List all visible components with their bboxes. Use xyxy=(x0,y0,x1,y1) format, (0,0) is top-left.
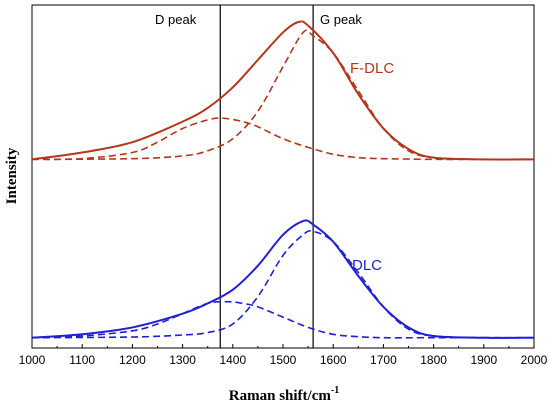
x-axis-title: Raman shift/cm-1 xyxy=(229,385,339,404)
x-tick-label: 1000 xyxy=(19,353,46,367)
g-peak-label: G peak xyxy=(320,12,362,27)
plot-frame xyxy=(31,4,535,349)
x-tick-label: 1600 xyxy=(320,353,347,367)
d-peak-label: D peak xyxy=(155,12,197,27)
dlc-fit-curve-3 xyxy=(31,219,535,339)
fdlc-component-curve-2 xyxy=(31,29,535,161)
x-tick-label: 1700 xyxy=(370,353,397,367)
x-tick-label: 1100 xyxy=(69,353,95,367)
dlc-component-curve-4 xyxy=(31,300,534,339)
series-label-fdlc: F-DLC xyxy=(350,60,394,77)
x-tick-label: 1400 xyxy=(219,353,246,367)
dlc-component-curve-5 xyxy=(31,230,535,339)
x-tick-label: 1200 xyxy=(119,353,146,367)
x-tick-label: 2000 xyxy=(521,353,548,367)
fdlc-component-curve-1 xyxy=(31,117,534,161)
x-tick-label: 1500 xyxy=(270,353,297,367)
x-tick-label: 1900 xyxy=(470,353,497,367)
fdlc-fit-curve-0 xyxy=(31,20,535,161)
x-tick-label: 1800 xyxy=(420,353,447,367)
y-axis-title: Intensity xyxy=(4,147,20,204)
series-label-dlc: DLC xyxy=(352,257,382,274)
x-tick-label: 1300 xyxy=(169,353,196,367)
